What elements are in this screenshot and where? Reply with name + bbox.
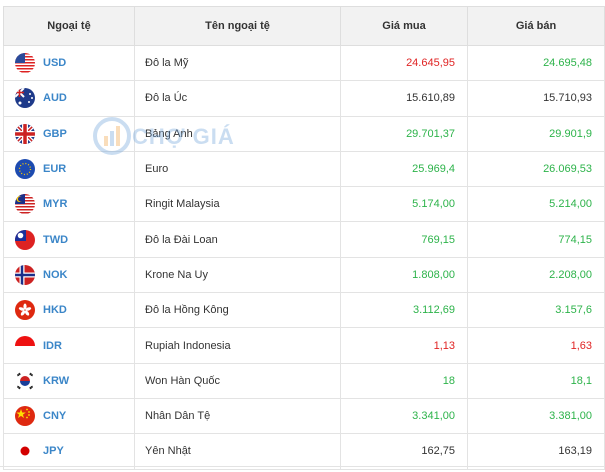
table-row: NOK Krone Na Uy 1.808,00 2.208,00 [3, 256, 605, 294]
buy-price: 29.701,37 [340, 115, 468, 152]
currency-code-cell: IDR [3, 327, 135, 364]
table-row: EUR Euro 25.969,4 26.069,53 [3, 150, 605, 188]
currency-name: Đô la Đài Loan [134, 221, 341, 258]
currency-name: Yên Nhật [134, 433, 341, 470]
currency-code-cell: USD [3, 44, 135, 82]
currency-code[interactable]: NOK [43, 268, 68, 281]
buy-price: 769,15 [340, 221, 468, 258]
table-row: HKD Đô la Hồng Kông 3.112,69 3.157,6 [3, 292, 605, 329]
currency-name: Euro [134, 150, 341, 188]
currency-code-cell: HKD [3, 292, 135, 329]
hk-flag-icon [15, 300, 35, 321]
sell-price: 24.695,48 [467, 44, 605, 82]
buy-price: 25.969,4 [340, 150, 468, 188]
currency-name: Đô la Hồng Kông [134, 292, 341, 329]
id-flag-icon [15, 335, 35, 356]
au-flag-icon [15, 88, 35, 109]
header-code[interactable]: Ngoại tệ [3, 6, 135, 46]
currency-code[interactable]: USD [43, 57, 67, 70]
currency-name: Bảng Anh [134, 115, 341, 152]
currency-code-cell: CNY [3, 397, 135, 435]
sell-price: 15.710,93 [467, 80, 605, 117]
buy-price: 18 [340, 362, 468, 399]
currency-code-cell: JPY [3, 433, 135, 470]
sell-price: 3.381,00 [467, 397, 605, 435]
exchange-rate-table: Ngoại tệ Tên ngoại tệ Giá mua Giá bán US… [3, 6, 605, 470]
sell-price: 29.901,9 [467, 115, 605, 152]
currency-name: Đô la Úc [134, 80, 341, 117]
table-bottom-edge [0, 466, 605, 472]
header-sell[interactable]: Giá bán [467, 6, 605, 46]
currency-code-cell: KRW [3, 362, 135, 399]
table-row: MYR Ringit Malaysia 5.174,00 5.214,00 [3, 186, 605, 223]
tw-flag-icon [15, 229, 35, 250]
currency-code[interactable]: MYR [43, 198, 68, 211]
currency-name: Rupiah Indonesia [134, 327, 341, 364]
sell-price: 3.157,6 [467, 292, 605, 329]
jp-flag-icon [15, 441, 35, 462]
buy-price: 162,75 [340, 433, 468, 470]
buy-price: 5.174,00 [340, 186, 468, 223]
currency-name: Ringit Malaysia [134, 186, 341, 223]
sell-price: 2.208,00 [467, 256, 605, 294]
table-row: IDR Rupiah Indonesia 1,13 1,63 [3, 327, 605, 364]
currency-code[interactable]: IDR [43, 339, 62, 352]
sell-price: 163,19 [467, 433, 605, 470]
buy-price: 15.610,89 [340, 80, 468, 117]
table-row: CNY Nhân Dân Tệ 3.341,00 3.381,00 [3, 397, 605, 435]
buy-price: 24.645,95 [340, 44, 468, 82]
currency-name: Nhân Dân Tệ [134, 397, 341, 435]
currency-name: Đô la Mỹ [134, 44, 341, 82]
header-buy[interactable]: Giá mua [340, 6, 468, 46]
sell-price: 18,1 [467, 362, 605, 399]
currency-code-cell: NOK [3, 256, 135, 294]
currency-code-cell: GBP [3, 115, 135, 152]
currency-code-cell: AUD [3, 80, 135, 117]
buy-price: 1,13 [340, 327, 468, 364]
table-row: GBP Bảng Anh 29.701,37 29.901,9 [3, 115, 605, 152]
cn-flag-icon [15, 406, 35, 427]
sell-price: 5.214,00 [467, 186, 605, 223]
sell-price: 774,15 [467, 221, 605, 258]
currency-code[interactable]: HKD [43, 304, 67, 317]
table-row: AUD Đô la Úc 15.610,89 15.710,93 [3, 80, 605, 117]
currency-name: Won Hàn Quốc [134, 362, 341, 399]
currency-code[interactable]: AUD [43, 92, 67, 105]
currency-name: Krone Na Uy [134, 256, 341, 294]
table-row: JPY Yên Nhật 162,75 163,19 [3, 433, 605, 470]
currency-code[interactable]: TWD [43, 233, 69, 246]
currency-code[interactable]: EUR [43, 163, 67, 176]
currency-code-cell: TWD [3, 221, 135, 258]
sell-price: 26.069,53 [467, 150, 605, 188]
currency-code[interactable]: JPY [43, 445, 64, 458]
currency-code[interactable]: CNY [43, 410, 67, 423]
currency-code-cell: MYR [3, 186, 135, 223]
table-row: USD Đô la Mỹ 24.645,95 24.695,48 [3, 44, 605, 82]
table-header-row: Ngoại tệ Tên ngoại tệ Giá mua Giá bán [3, 6, 605, 46]
currency-code[interactable]: KRW [43, 374, 70, 387]
no-flag-icon [15, 264, 35, 285]
my-flag-icon [15, 194, 35, 215]
currency-code-cell: EUR [3, 150, 135, 188]
table-row: TWD Đô la Đài Loan 769,15 774,15 [3, 221, 605, 258]
eu-flag-icon [15, 159, 35, 180]
buy-price: 1.808,00 [340, 256, 468, 294]
table-row: KRW Won Hàn Quốc 18 18,1 [3, 362, 605, 399]
header-name[interactable]: Tên ngoại tệ [134, 6, 341, 46]
gb-flag-icon [15, 123, 35, 144]
buy-price: 3.112,69 [340, 292, 468, 329]
buy-price: 3.341,00 [340, 397, 468, 435]
sell-price: 1,63 [467, 327, 605, 364]
currency-code[interactable]: GBP [43, 127, 67, 140]
kr-flag-icon [15, 370, 35, 391]
us-flag-icon [15, 53, 35, 74]
